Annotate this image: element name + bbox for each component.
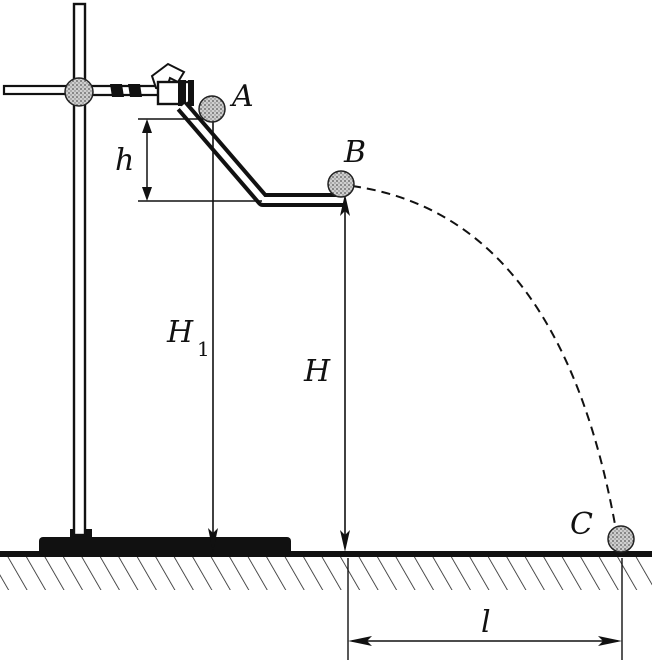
- label-height-H1-subscript: 1: [197, 337, 210, 361]
- height-h-reference: [138, 118, 262, 202]
- label-point-c: C: [570, 507, 593, 542]
- ground: [0, 551, 652, 590]
- label-point-b: B: [343, 135, 366, 170]
- label-height-H1: H: [166, 315, 194, 350]
- chute: [176, 101, 343, 207]
- ball-at-a: [198, 95, 226, 123]
- ball-at-b: [327, 170, 355, 198]
- distance-l-arrow: [347, 558, 623, 660]
- label-height-h: h: [115, 143, 134, 178]
- height-H-arrow: [340, 194, 350, 552]
- stand-rod: [72, 2, 87, 537]
- label-distance-l: l: [481, 605, 491, 640]
- clamp-arm: [2, 84, 162, 97]
- trajectory-path: [351, 185, 617, 531]
- boss-clamp: [64, 77, 94, 107]
- label-height-H: H: [303, 354, 331, 389]
- height-H1-arrow: [208, 116, 218, 552]
- ball-at-c: [607, 525, 635, 553]
- jaw-clamp: [150, 62, 194, 106]
- label-point-a: A: [229, 79, 254, 114]
